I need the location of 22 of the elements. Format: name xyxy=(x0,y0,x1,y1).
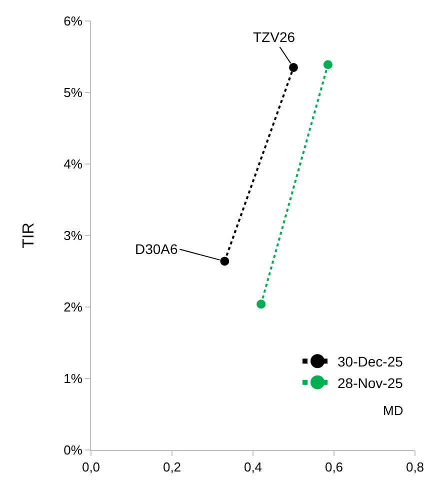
point xyxy=(220,256,230,266)
legend-label: 28-Nov-25 xyxy=(338,374,404,391)
y-tick-label: 1% xyxy=(64,371,83,386)
x-tick-label: 0,6 xyxy=(324,460,344,475)
y-tick-label: 4% xyxy=(64,156,83,172)
x-tick-label: 0,2 xyxy=(162,460,182,475)
y-tick-label: 5% xyxy=(64,85,83,100)
point xyxy=(256,300,266,309)
x-tick-label: 0,0 xyxy=(82,460,100,475)
x-tick-label: 0,4 xyxy=(244,460,262,475)
y-tick-label: 2% xyxy=(64,300,83,315)
point xyxy=(289,62,298,72)
y-tick-label: 6% xyxy=(64,14,83,29)
y-tick-label: 0% xyxy=(64,442,83,458)
x-tick-label: 0,8 xyxy=(406,460,424,475)
legend-label: 30-Dec-25 xyxy=(338,354,404,370)
y-axis-title: TIR xyxy=(20,222,38,248)
x-axis-title: MD xyxy=(383,403,404,418)
annotation: D30A6 xyxy=(135,241,178,257)
point xyxy=(323,60,332,70)
annotation: TZV26 xyxy=(253,29,296,45)
y-tick-label: 3% xyxy=(64,228,83,244)
